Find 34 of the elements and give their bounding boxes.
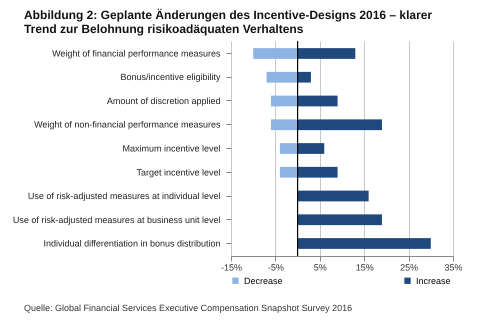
y-tick-label: Weight of financial performance measures: [52, 48, 221, 58]
legend-label: Decrease: [244, 276, 283, 286]
bar: [298, 143, 324, 154]
bar: [298, 48, 356, 59]
y-tick-label: Target incentive level: [136, 167, 220, 178]
y-tick-label: Amount of discretion applied: [106, 96, 220, 106]
bar: [298, 96, 338, 106]
bar: [298, 214, 382, 226]
y-tick-label: Maximum incentive level: [122, 144, 220, 154]
legend-label: Increase: [416, 276, 451, 286]
y-tick-label: Bonus/incentive eligibility: [120, 72, 221, 82]
bar: [298, 72, 311, 83]
bar: [253, 48, 298, 59]
y-tick-label: Individual differentiation in bonus distribution: [44, 238, 220, 249]
bar: [298, 190, 369, 202]
x-tick-label: 25%: [400, 262, 418, 272]
chart-title: Abbildung 2: Geplante Änderungen des Incentive-Designs 2016 – klarer Trend zur Belohnung risikoadäquaten Verhaltens: [24, 8, 434, 36]
x-tick-label: -5%: [268, 262, 284, 272]
bar: [266, 72, 298, 83]
bar: [280, 143, 298, 154]
y-tick-label: Use of risk-adjusted measures at individual level: [28, 191, 220, 202]
x-tick-label: 35%: [444, 262, 463, 272]
bar: [298, 119, 382, 130]
y-tick-label: Use of risk-adjusted measures at business unit level: [12, 214, 220, 225]
bar: [280, 166, 298, 178]
bar: [270, 96, 298, 106]
x-tick-label: 5%: [314, 262, 327, 272]
x-tick-label: -15%: [220, 262, 242, 272]
x-tick-label: 15%: [356, 262, 374, 272]
bar: [298, 238, 431, 249]
y-tick-label: Weight of non-financial performance measures: [34, 120, 221, 130]
source-note: Quelle: Global Financial Services Executive Compensation Snapshot Survey 2016: [24, 303, 352, 313]
bar: [298, 166, 338, 178]
bar: [270, 119, 298, 130]
